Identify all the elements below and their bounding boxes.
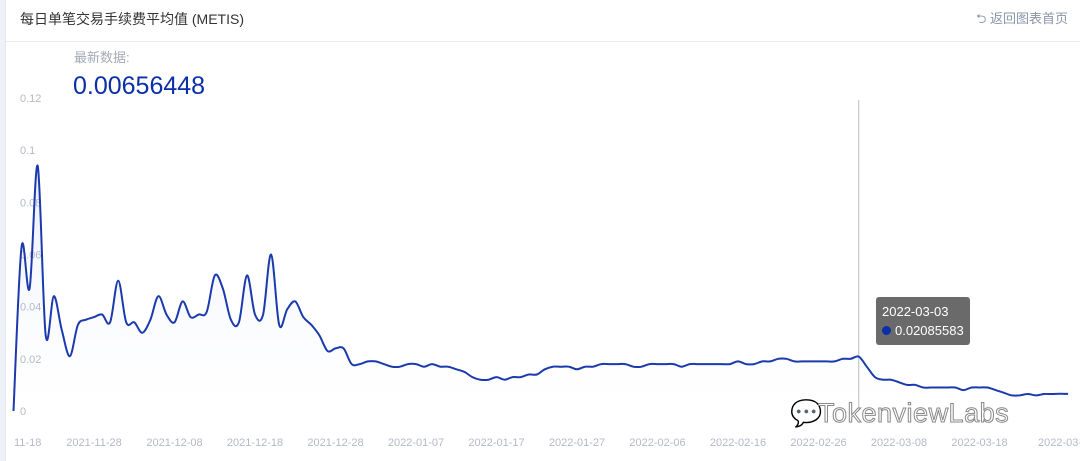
x-tick-label: 2022-01-17 xyxy=(468,437,524,449)
latest-data-label: 最新数据: xyxy=(74,50,130,65)
y-tick-label: 0.1 xyxy=(20,145,35,157)
back-to-charts-link[interactable]: ⮌ 返回图表首页 xyxy=(976,8,1068,32)
back-label: 返回图表首页 xyxy=(989,11,1068,26)
y-tick-label: 0.04 xyxy=(20,302,41,314)
y-tick-label: 0.02 xyxy=(20,354,41,366)
tooltip-date: 2022-03-03 xyxy=(882,304,949,319)
x-tick-label: 2022-01-07 xyxy=(388,437,444,449)
x-tick-label: 2021-11-28 xyxy=(66,437,121,449)
series-dot-icon xyxy=(882,326,891,335)
wechat-icon: 💬 xyxy=(790,398,823,428)
x-tick-label: 2022-03-08 xyxy=(871,437,927,449)
x-tick-label: 2021-12-28 xyxy=(307,437,363,449)
x-tick-label: 2021-12-18 xyxy=(227,437,283,449)
header-divider xyxy=(6,41,1080,42)
y-tick-label: 0.08 xyxy=(20,197,41,209)
left-border xyxy=(0,0,6,461)
tooltip: 2022-03-03 0.02085583 xyxy=(876,297,970,345)
x-tick-label: 2022-02-26 xyxy=(790,437,846,449)
latest-data-value: 0.00656448 xyxy=(73,72,206,100)
watermark: TokenviewLabs xyxy=(817,398,1010,429)
chart-title: 每日单笔交易手续费平均值 (METIS) xyxy=(20,11,244,27)
x-tick-label: 2022-03-18 xyxy=(951,437,1007,449)
x-tick-label: 2021-12-08 xyxy=(146,437,202,449)
y-tick-label: 0 xyxy=(20,406,26,418)
x-tick-label: 11-18 xyxy=(14,437,41,449)
return-arrow-icon: ⮌ xyxy=(975,11,987,26)
series-line xyxy=(12,164,1069,412)
x-tick-label: 2022-03- xyxy=(1038,437,1080,449)
x-tick-label: 2022-02-16 xyxy=(710,437,766,449)
tooltip-value: 0.02085583 xyxy=(895,323,964,338)
x-tick-label: 2022-01-27 xyxy=(549,437,605,449)
y-tick-label: 0.12 xyxy=(20,93,41,105)
x-tick-label: 2022-02-06 xyxy=(629,437,685,449)
area-fill xyxy=(13,165,1069,411)
